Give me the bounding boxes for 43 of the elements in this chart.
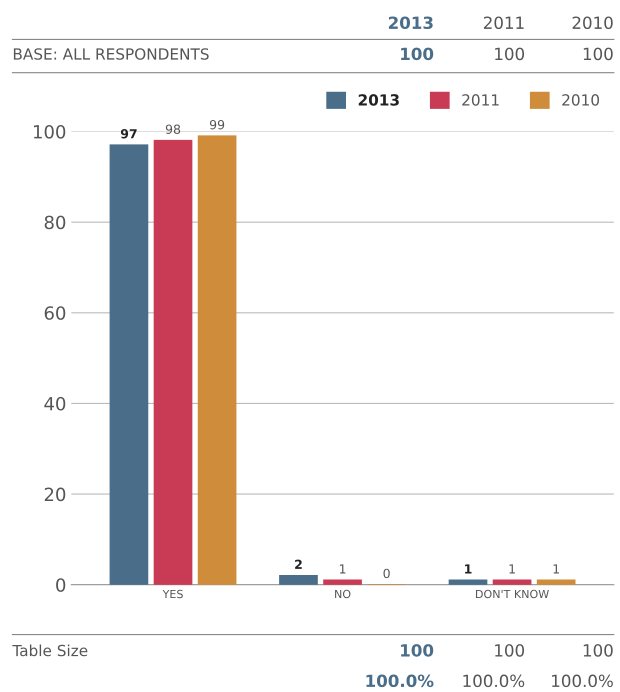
y-tick-label: 40 xyxy=(44,396,66,411)
text: 100.0% xyxy=(463,674,524,688)
text: 2013 xyxy=(388,16,433,30)
bar xyxy=(536,580,576,585)
text: 100 xyxy=(495,48,524,60)
x-tick-label: NO xyxy=(335,590,350,598)
legend-label: 2013 xyxy=(358,94,399,106)
legend-label: 2011 xyxy=(462,94,499,106)
text: 100.0% xyxy=(366,674,434,688)
text: 100.0% xyxy=(552,674,613,688)
text: 2010 xyxy=(572,16,613,30)
bar xyxy=(110,144,148,585)
bar xyxy=(154,140,192,585)
text: 2011 xyxy=(484,16,524,30)
bar xyxy=(198,135,236,585)
bar xyxy=(279,574,318,585)
data-label: 0 xyxy=(383,568,390,578)
bar xyxy=(492,580,532,585)
text: 100 xyxy=(584,48,613,60)
y-tick-label: 80 xyxy=(44,216,66,230)
text: 100 xyxy=(495,644,524,657)
data-label: 1 xyxy=(509,564,515,574)
data-label: 1 xyxy=(340,564,346,574)
text: BASE: ALL RESPONDENTS xyxy=(14,48,209,60)
y-tick-label: 0 xyxy=(56,578,66,592)
text: 100 xyxy=(584,644,613,657)
data-label: 1 xyxy=(465,564,472,574)
x-tick-label: YES xyxy=(162,590,183,598)
data-label: 99 xyxy=(210,120,224,130)
text: 100 xyxy=(401,644,434,657)
bar xyxy=(323,580,362,585)
bar xyxy=(448,580,488,585)
data-label: 1 xyxy=(554,564,559,574)
data-label: 98 xyxy=(166,124,180,134)
legend-label: 2010 xyxy=(562,94,600,106)
y-tick-label: 20 xyxy=(44,488,66,502)
y-tick-label: 100 xyxy=(34,124,66,139)
text: Table Size xyxy=(12,644,88,656)
data-label: 97 xyxy=(120,129,137,138)
data-label: 2 xyxy=(295,560,302,569)
text: 100 xyxy=(401,48,434,60)
x-tick-label: DON'T KNOW xyxy=(476,590,549,598)
y-tick-label: 60 xyxy=(44,306,66,320)
